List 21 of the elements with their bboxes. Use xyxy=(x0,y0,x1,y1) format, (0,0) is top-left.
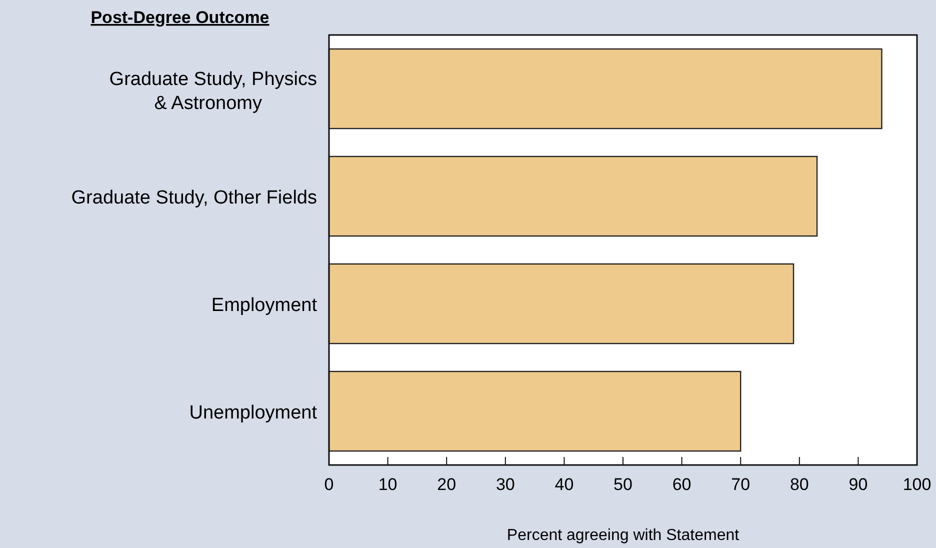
x-tick-label: 100 xyxy=(902,475,932,494)
x-tick-label: 10 xyxy=(378,475,398,494)
y-axis-title: Post-Degree Outcome xyxy=(90,8,270,27)
x-tick-label: 90 xyxy=(848,475,868,494)
bar xyxy=(328,48,882,130)
x-tick-label: 40 xyxy=(554,475,574,494)
x-tick-label: 80 xyxy=(790,475,809,494)
y-tick-label: Graduate Study, Physics & Astronomy xyxy=(109,68,317,114)
bar xyxy=(328,370,742,452)
x-tick-label: 20 xyxy=(437,475,456,494)
bar xyxy=(328,263,794,344)
x-tick-label: 0 xyxy=(324,475,334,494)
x-tick-label: 50 xyxy=(614,475,632,494)
y-tick-label: Employment xyxy=(211,294,318,316)
x-axis-title: Percent agreeing with Statement xyxy=(506,527,740,544)
x-tick-label: 70 xyxy=(731,475,750,494)
x-tick-label: 60 xyxy=(672,475,692,494)
bar xyxy=(328,156,818,237)
x-tick-label: 30 xyxy=(496,475,515,494)
y-tick-label: Graduate Study, Other Fields xyxy=(71,187,317,208)
y-tick-label: Unemployment xyxy=(189,402,318,424)
